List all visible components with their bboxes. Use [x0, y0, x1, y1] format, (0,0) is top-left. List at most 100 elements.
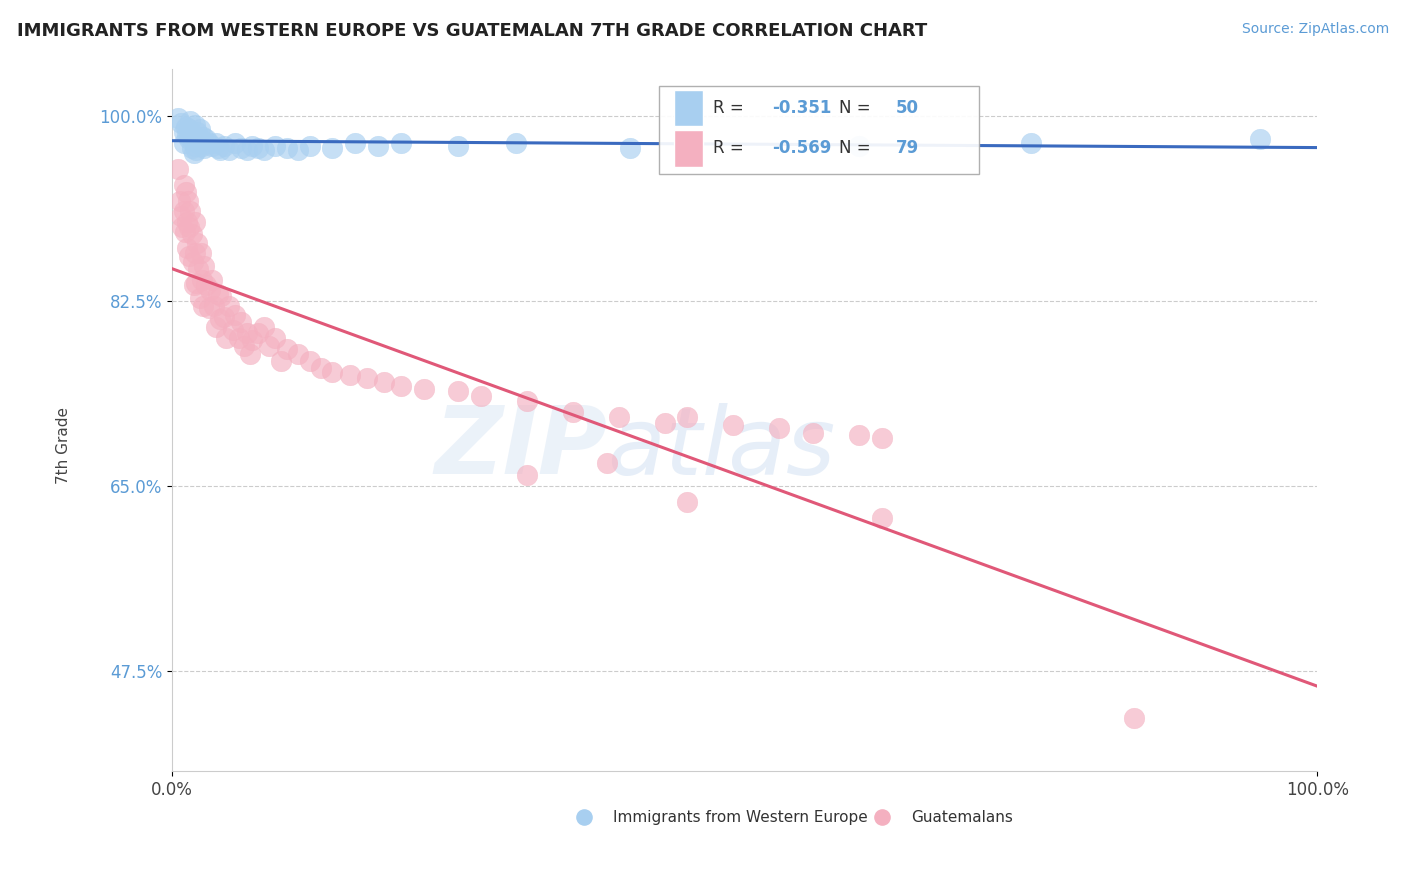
Point — [1249, 132, 1271, 146]
Point — [270, 354, 292, 368]
Point — [470, 389, 492, 403]
Point — [276, 141, 298, 155]
Point — [197, 136, 219, 150]
Point — [803, 426, 825, 441]
Point — [259, 339, 281, 353]
Text: Immigrants from Western Europe: Immigrants from Western Europe — [613, 810, 868, 824]
Point — [184, 138, 207, 153]
Point — [201, 138, 224, 153]
Point — [596, 456, 619, 470]
Point — [180, 227, 202, 242]
Point — [179, 220, 201, 235]
Point — [193, 141, 215, 155]
Point — [516, 394, 538, 409]
Point — [1019, 136, 1042, 150]
Point — [180, 141, 202, 155]
Point — [240, 333, 263, 347]
Point — [176, 215, 198, 229]
Point — [172, 220, 194, 235]
Point — [235, 143, 257, 157]
Text: N =: N = — [838, 99, 876, 117]
Point — [176, 128, 198, 142]
Point — [187, 262, 209, 277]
Point — [191, 138, 214, 153]
Text: -0.351: -0.351 — [772, 99, 831, 117]
Point — [723, 417, 745, 432]
Point — [264, 138, 287, 153]
Point — [181, 127, 204, 141]
Point — [356, 371, 378, 385]
Point — [174, 185, 197, 199]
Point — [264, 331, 287, 345]
Point — [619, 141, 641, 155]
Point — [176, 241, 198, 255]
Point — [179, 121, 201, 136]
Point — [190, 132, 212, 146]
Point — [195, 278, 218, 293]
Text: N =: N = — [838, 139, 876, 157]
Point — [191, 130, 214, 145]
Point — [676, 410, 699, 425]
Text: 7th Grade: 7th Grade — [56, 408, 70, 484]
Point — [204, 320, 226, 334]
Point — [228, 331, 250, 345]
Point — [184, 246, 207, 260]
Point — [170, 116, 193, 130]
Point — [224, 136, 246, 150]
Point — [287, 143, 309, 157]
Point — [218, 299, 240, 313]
Point — [516, 468, 538, 483]
Point — [179, 132, 201, 146]
Point — [169, 194, 191, 208]
Text: Guatemalans: Guatemalans — [911, 810, 1012, 824]
Point — [173, 204, 195, 219]
Point — [193, 259, 215, 273]
Point — [344, 136, 367, 150]
Point — [218, 143, 240, 157]
Text: R =: R = — [713, 99, 748, 117]
Point — [174, 120, 197, 134]
Text: -0.569: -0.569 — [772, 139, 831, 157]
Point — [170, 210, 193, 224]
Point — [253, 143, 276, 157]
Point — [204, 136, 226, 150]
Point — [173, 178, 195, 192]
Point — [373, 376, 395, 390]
Point — [240, 138, 263, 153]
Point — [188, 291, 211, 305]
Point — [179, 249, 201, 263]
Point — [229, 315, 252, 329]
Point — [870, 510, 893, 524]
Point — [177, 194, 200, 208]
Point — [173, 136, 195, 150]
Text: ZIP: ZIP — [434, 402, 607, 494]
Point — [246, 141, 269, 155]
Point — [505, 136, 527, 150]
Point — [179, 114, 201, 128]
Point — [209, 289, 232, 303]
Point — [235, 326, 257, 340]
Point — [183, 146, 205, 161]
Point — [183, 278, 205, 293]
Point — [676, 495, 699, 509]
Point — [186, 235, 208, 250]
Point — [233, 339, 256, 353]
Point — [298, 138, 321, 153]
Point — [222, 322, 245, 336]
Point — [198, 284, 221, 298]
Point — [229, 141, 252, 155]
Point — [204, 299, 226, 313]
Point — [389, 378, 412, 392]
Point — [239, 347, 262, 361]
Point — [191, 299, 214, 313]
Point — [321, 141, 343, 155]
Point — [246, 326, 269, 340]
Point — [179, 204, 201, 219]
Point — [173, 125, 195, 139]
Point — [209, 312, 232, 326]
Point — [181, 255, 204, 269]
Point — [212, 138, 235, 153]
FancyBboxPatch shape — [659, 87, 980, 174]
Point — [209, 143, 232, 157]
Point — [561, 405, 583, 419]
